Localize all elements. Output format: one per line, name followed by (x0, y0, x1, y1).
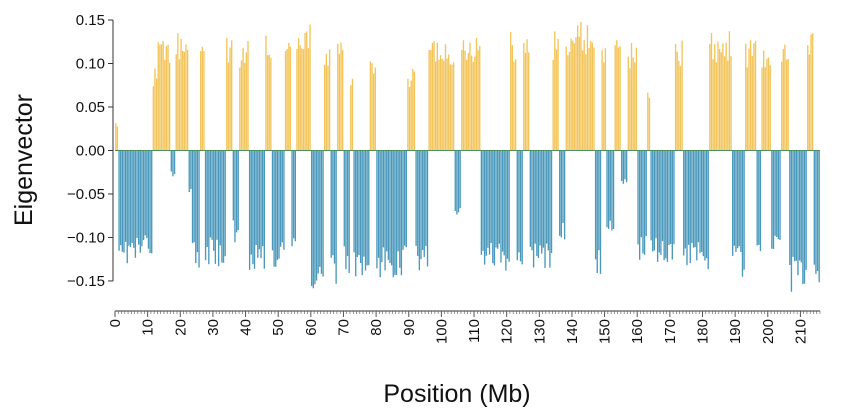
x-tick-label: 70 (335, 319, 352, 336)
x-tick-label: 10 (140, 319, 157, 336)
x-tick-label: 90 (401, 319, 418, 336)
x-tick-label: 20 (172, 319, 189, 336)
x-tick-label: 190 (727, 319, 744, 344)
x-tick-label: 140 (564, 319, 581, 344)
x-tick-label: 210 (792, 319, 809, 344)
y-axis-title: Eigenvector (10, 94, 38, 226)
x-tick-label: 160 (629, 319, 646, 344)
x-tick-label: 50 (270, 319, 287, 336)
y-tick-label: 0.10 (76, 55, 105, 72)
x-tick-label: 60 (303, 319, 320, 336)
x-tick-label: 110 (466, 319, 483, 343)
y-axis: 0.15 0.10 0.05 0.00 −0.05 −0.10 −0.15 (67, 12, 114, 290)
y-tick-label: −0.15 (67, 273, 105, 290)
x-tick-label: 130 (531, 319, 548, 344)
y-tick-label: −0.05 (67, 186, 105, 203)
x-tick-label: 150 (597, 319, 614, 344)
x-tick-label: 100 (433, 319, 450, 344)
x-tick-label: 80 (368, 319, 385, 336)
x-tick-label: 30 (205, 319, 222, 336)
y-tick-label: 0.15 (76, 12, 105, 29)
y-tick-label: 0.00 (76, 142, 105, 159)
x-tick-label: 0 (107, 319, 124, 327)
x-tick-label: 200 (760, 319, 777, 344)
x-tick-label: 120 (499, 319, 516, 344)
x-tick-label: 40 (238, 319, 255, 336)
x-tick-label: 170 (662, 319, 679, 344)
x-axis: 0 10 20 30 40 50 60 70 80 90 100 110 120 130 140 150 160… (107, 310, 821, 344)
x-tick-label: 180 (695, 319, 712, 344)
x-axis-title: Position (Mb) (383, 380, 530, 408)
y-tick-label: 0.05 (76, 99, 105, 116)
y-tick-label: −0.10 (67, 229, 105, 246)
bars-layer (115, 21, 820, 292)
